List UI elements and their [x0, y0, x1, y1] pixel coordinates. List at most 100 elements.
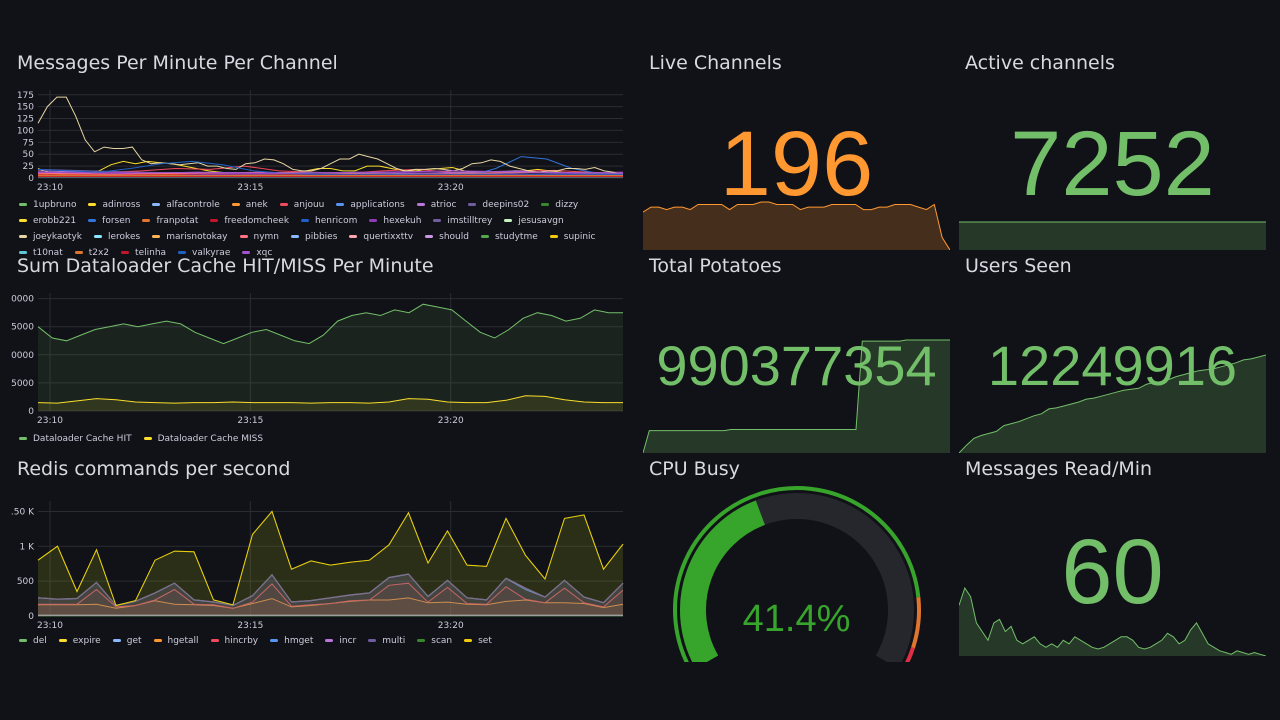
dataloader-chart[interactable]: 0 5000 10000 15000 20000 23:10 23:15 23:20	[11, 285, 636, 460]
legend-item[interactable]: franpotat	[142, 215, 198, 226]
legend-item[interactable]: anek	[231, 199, 268, 210]
legend-swatch	[74, 251, 83, 254]
legend-item[interactable]: joeykaotyk	[19, 231, 82, 242]
legend-label: anek	[245, 199, 268, 210]
redis-chart[interactable]: 0 500 1 K 1.50 K 23:10 23:15 23:20	[11, 493, 636, 668]
legend-item[interactable]: telinha	[121, 247, 166, 258]
legend-item[interactable]: t2x2	[74, 247, 109, 258]
legend-item[interactable]: lerokes	[94, 231, 140, 242]
legend-label: telinha	[135, 247, 167, 258]
legend-item[interactable]: alfacontrole	[152, 199, 220, 210]
legend-label: deepins02	[482, 199, 530, 210]
legend-label: xqc	[256, 247, 273, 258]
legend-label: pibbies	[305, 231, 338, 242]
legend-label: erobb221	[33, 215, 77, 226]
legend-item[interactable]: multi	[368, 635, 405, 646]
legend-item[interactable]: should	[425, 231, 469, 242]
sparkline-line	[959, 586, 1266, 656]
legend-swatch	[142, 219, 151, 222]
legend-swatch	[325, 639, 334, 642]
sparkline-area	[643, 340, 950, 453]
legend-item[interactable]: set	[464, 635, 492, 646]
gauge-threshold	[905, 647, 915, 662]
legend-item[interactable]: valkyrae	[178, 247, 230, 258]
legend-swatch	[301, 219, 310, 222]
legend-label: dizzy	[555, 199, 579, 210]
legend-swatch	[349, 235, 358, 238]
legend-item[interactable]: quertixxttv	[349, 231, 413, 242]
y-tick-label: 125	[17, 115, 34, 125]
legend-item[interactable]: hexekuh	[369, 215, 421, 226]
legend-item[interactable]: dizzy	[541, 199, 578, 210]
series-area	[38, 583, 623, 616]
series-area	[38, 511, 623, 616]
legend-label: atrioc	[430, 199, 457, 210]
sparkline-line	[643, 201, 950, 250]
legend-item[interactable]: pibbies	[291, 231, 337, 242]
legend-item[interactable]: supinic	[549, 231, 596, 242]
legend-label: franpotat	[156, 215, 199, 226]
legend-item[interactable]: imstilltrey	[433, 215, 492, 226]
panel-title: Messages Read/Min	[965, 458, 1153, 480]
legend-item[interactable]: incr	[325, 635, 356, 646]
legend-item[interactable]: forsen	[88, 215, 130, 226]
series-area	[38, 574, 623, 616]
sparkline-line	[959, 354, 1266, 453]
legend-swatch	[433, 219, 442, 222]
legend-label: quertixxttv	[363, 231, 414, 242]
legend-item[interactable]: hincrby	[210, 635, 258, 646]
legend-swatch	[152, 203, 161, 206]
legend-item[interactable]: scan	[417, 635, 452, 646]
legend-item[interactable]: hgetall	[153, 635, 199, 646]
legend-label: jesusavgn	[518, 215, 564, 226]
y-tick-label: 50	[23, 150, 35, 160]
legend-item[interactable]: jesusavgn	[504, 215, 564, 226]
legend-item[interactable]: Dataloader Cache MISS	[143, 433, 264, 444]
legend-item[interactable]: t10nat	[19, 247, 63, 258]
legend-swatch	[19, 219, 27, 222]
legend-label: scan	[431, 635, 453, 646]
panel-title: Total Potatoes	[649, 255, 782, 277]
sparkline	[643, 201, 950, 250]
legend-item[interactable]: hmget	[270, 635, 313, 646]
legend-label: applications	[350, 199, 405, 210]
series-area	[38, 573, 623, 616]
legend-item[interactable]: atrioc	[416, 199, 457, 210]
legend-swatch	[231, 203, 240, 206]
legend-item[interactable]: del	[19, 635, 47, 646]
legend-item[interactable]: henricom	[301, 215, 357, 226]
stat-value: 196	[719, 113, 874, 215]
legend-item[interactable]: marisnotokay	[152, 231, 228, 242]
legend-item[interactable]: nymn	[239, 231, 279, 242]
legend-item[interactable]: erobb221	[19, 215, 76, 226]
sparkline	[959, 354, 1266, 453]
legend-item[interactable]: 1upbruno	[19, 199, 76, 210]
legend-item[interactable]: studytme	[480, 231, 538, 242]
legend-item[interactable]: applications	[336, 199, 405, 210]
legend-item[interactable]: Dataloader Cache HIT	[19, 433, 132, 444]
x-tick-label: 23:15	[237, 183, 263, 193]
legend-swatch	[336, 203, 345, 206]
legend-item[interactable]: adinross	[88, 199, 140, 210]
legend-label: hexekuh	[383, 215, 422, 226]
legend-label: Dataloader Cache MISS	[157, 433, 264, 444]
legend-item[interactable]: deepins02	[468, 199, 529, 210]
legend-swatch	[549, 235, 558, 238]
legend-item[interactable]: get	[112, 635, 142, 646]
y-tick-label: 1.50 K	[11, 507, 35, 517]
x-tick-label: 23:10	[37, 416, 63, 426]
cpu-gauge	[673, 486, 921, 662]
y-tick-label: 0	[28, 174, 34, 184]
legend-swatch	[19, 437, 27, 440]
legend-label: studytme	[494, 231, 538, 242]
legend-item[interactable]: xqc	[242, 247, 272, 258]
legend-swatch	[153, 639, 162, 642]
y-tick-label: 1 K	[20, 542, 36, 552]
legend-item[interactable]: expire	[58, 635, 101, 646]
legend-swatch	[143, 437, 152, 440]
legend-item[interactable]: freedomcheek	[210, 215, 289, 226]
legend-swatch	[417, 639, 426, 642]
messages-read-panel: Messages Read/Min 60	[959, 458, 1266, 658]
legend-item[interactable]: anjouu	[279, 199, 324, 210]
